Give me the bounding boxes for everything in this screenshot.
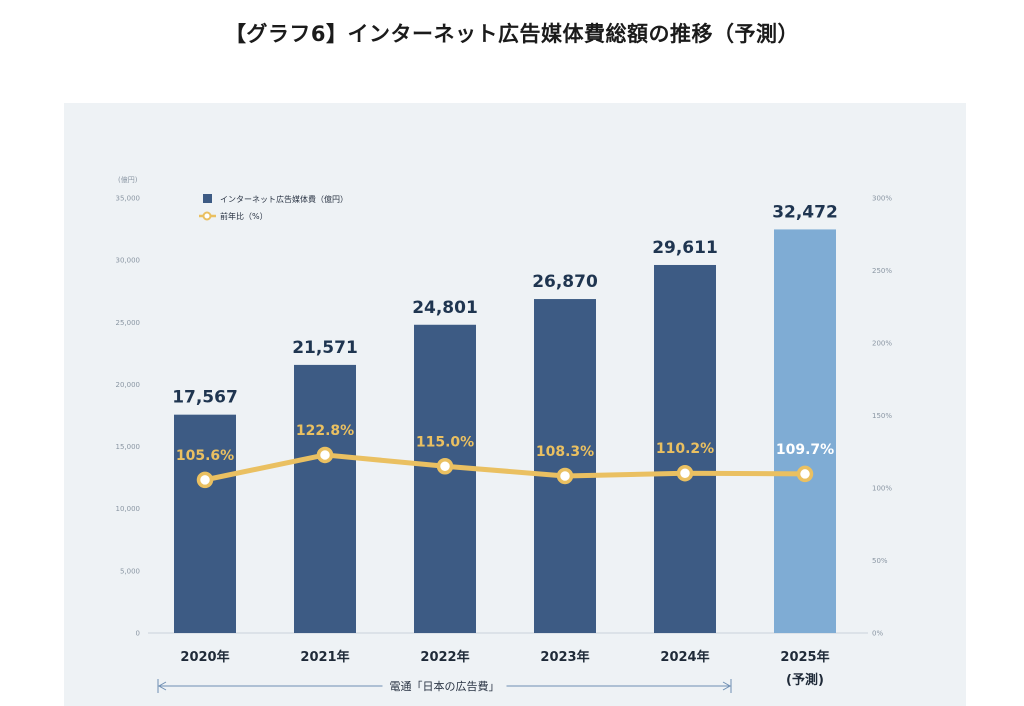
left-tick-label: 5,000 <box>120 567 140 575</box>
left-tick-label: 35,000 <box>116 195 141 203</box>
legend-line-label: 前年比（%） <box>220 211 268 221</box>
line-marker <box>556 467 574 485</box>
legend-line-marker <box>202 211 212 221</box>
bar <box>294 364 356 633</box>
bar-value-label: 24,801 <box>412 298 478 318</box>
category-labels: 2020年 2021年 2022年 2023年 2024年 2025年 (予測) <box>180 649 829 688</box>
left-tick-label: 0 <box>136 630 140 638</box>
legend-bar-swatch <box>203 194 212 203</box>
category-sublabel: (予測) <box>786 672 824 688</box>
bar-value-label: 21,571 <box>292 338 358 358</box>
bar-value-label: 26,870 <box>532 272 598 292</box>
line-value-label: 105.6% <box>176 448 234 464</box>
left-axis-unit: (億円) <box>118 175 138 184</box>
category-label: 2021年 <box>300 649 349 665</box>
bar <box>414 324 476 633</box>
bar-value-label: 32,472 <box>772 202 838 222</box>
source-annotation: 電通「日本の広告費」 <box>157 679 732 693</box>
line-value-label: 110.2% <box>656 441 714 457</box>
arrow-left-icon <box>157 681 167 691</box>
category-label: 2022年 <box>420 649 469 665</box>
bar <box>654 264 716 633</box>
legend-bar-label: インターネット広告媒体費（億円） <box>220 194 348 204</box>
left-axis: 0 5,000 10,000 15,000 20,000 25,000 30,000 35,0… <box>116 195 141 638</box>
right-tick-label: 250% <box>872 267 892 275</box>
line-value-labels: 105.6% 122.8% 115.0% 108.3% 110.2% 109.7% <box>176 423 834 464</box>
category-label: 2025年 <box>780 649 829 665</box>
line-marker <box>676 464 694 482</box>
bar-series <box>174 229 836 633</box>
annotation-text: 電通「日本の広告費」 <box>390 679 500 693</box>
left-tick-label: 30,000 <box>116 257 141 265</box>
legend: インターネット広告媒体費（億円） 前年比（%） <box>199 194 348 221</box>
right-axis: 0% 50% 100% 150% 200% 250% 300% <box>872 195 892 638</box>
page-title: 【グラフ6】インターネット広告媒体費総額の推移（予測） <box>224 22 800 46</box>
category-label: 2023年 <box>540 649 589 665</box>
right-tick-label: 300% <box>872 195 892 203</box>
line-value-label: 122.8% <box>296 423 354 439</box>
bar <box>774 229 836 633</box>
line-value-label: 108.3% <box>536 444 594 460</box>
left-tick-label: 25,000 <box>116 319 141 327</box>
line-marker <box>196 471 214 489</box>
right-tick-label: 200% <box>872 340 892 348</box>
left-tick-label: 10,000 <box>116 505 141 513</box>
bar-value-label: 17,567 <box>172 388 238 408</box>
line-value-label: 115.0% <box>416 434 474 450</box>
line-value-label: 109.7% <box>776 442 834 458</box>
line-marker <box>796 465 814 483</box>
left-tick-label: 20,000 <box>116 381 141 389</box>
line-marker <box>316 446 334 464</box>
arrow-right-icon <box>722 681 732 691</box>
bar-value-labels: 17,567 21,571 24,801 26,870 29,611 32,472 <box>172 202 838 407</box>
category-label: 2024年 <box>660 649 709 665</box>
line-marker <box>436 458 454 475</box>
bar-value-label: 29,611 <box>652 238 718 258</box>
bar <box>174 414 236 633</box>
category-label: 2020年 <box>180 649 229 665</box>
right-tick-label: 50% <box>872 557 888 565</box>
right-tick-label: 150% <box>872 412 892 420</box>
right-tick-label: 100% <box>872 485 892 493</box>
line-series <box>196 446 814 489</box>
bar <box>534 299 596 633</box>
left-tick-label: 15,000 <box>116 443 141 451</box>
line-path <box>202 452 808 483</box>
right-tick-label: 0% <box>872 630 883 638</box>
